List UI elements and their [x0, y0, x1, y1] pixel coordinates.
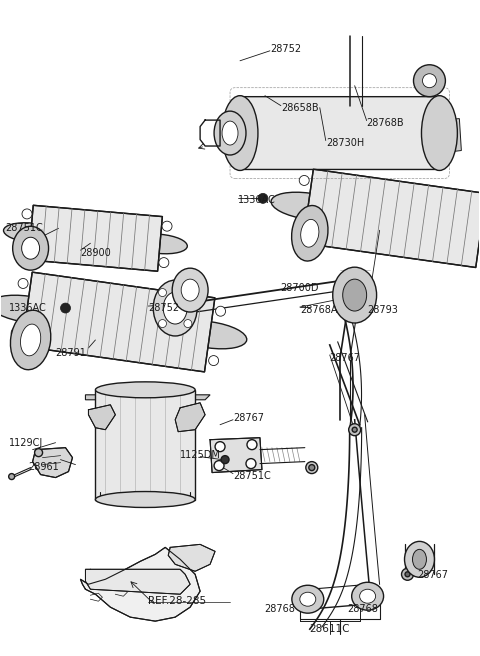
Ellipse shape [216, 306, 226, 316]
Ellipse shape [221, 456, 229, 464]
Ellipse shape [246, 459, 256, 468]
Polygon shape [85, 569, 190, 594]
Ellipse shape [158, 289, 167, 297]
Ellipse shape [309, 464, 315, 470]
Ellipse shape [222, 96, 258, 171]
Ellipse shape [209, 356, 218, 365]
Text: 28768: 28768 [264, 604, 295, 614]
Text: 28730H: 28730H [326, 138, 364, 148]
Text: 28768A: 28768A [300, 305, 337, 315]
Ellipse shape [214, 461, 224, 470]
Ellipse shape [153, 280, 197, 336]
Ellipse shape [258, 194, 268, 203]
Ellipse shape [215, 441, 225, 451]
Ellipse shape [343, 279, 367, 311]
Ellipse shape [3, 223, 58, 243]
Text: 28752: 28752 [148, 303, 180, 313]
Ellipse shape [163, 292, 187, 324]
FancyBboxPatch shape [96, 390, 195, 499]
Ellipse shape [352, 583, 384, 610]
Ellipse shape [22, 237, 39, 259]
Ellipse shape [444, 216, 480, 245]
Ellipse shape [158, 319, 167, 327]
Ellipse shape [405, 541, 434, 577]
Text: 28611C: 28611C [310, 624, 350, 634]
Polygon shape [81, 547, 200, 621]
Polygon shape [33, 447, 72, 478]
Text: 1336AC: 1336AC [9, 303, 47, 313]
Ellipse shape [184, 319, 192, 327]
Text: 1129CJ: 1129CJ [9, 438, 43, 447]
Ellipse shape [405, 572, 410, 577]
Ellipse shape [348, 424, 360, 436]
Ellipse shape [11, 310, 51, 370]
Ellipse shape [60, 303, 71, 313]
Polygon shape [88, 405, 115, 430]
Ellipse shape [360, 589, 376, 604]
Polygon shape [22, 272, 215, 372]
Ellipse shape [402, 568, 413, 581]
Text: 28767: 28767 [418, 570, 448, 581]
Text: 28791: 28791 [56, 348, 86, 358]
Text: 28793: 28793 [368, 305, 398, 315]
Polygon shape [85, 395, 210, 400]
Ellipse shape [292, 585, 324, 613]
Ellipse shape [21, 324, 41, 356]
Polygon shape [210, 438, 262, 472]
Text: 28900: 28900 [81, 248, 111, 258]
Ellipse shape [132, 234, 187, 254]
Ellipse shape [271, 192, 345, 220]
Ellipse shape [162, 221, 172, 231]
Ellipse shape [214, 111, 246, 155]
Text: 28768B: 28768B [367, 117, 404, 128]
Text: 28658B: 28658B [281, 102, 319, 113]
Ellipse shape [300, 219, 319, 247]
Ellipse shape [412, 549, 426, 569]
Ellipse shape [159, 258, 169, 268]
Ellipse shape [292, 225, 302, 235]
Text: 28751C: 28751C [233, 470, 271, 481]
Ellipse shape [184, 289, 192, 297]
Polygon shape [168, 544, 215, 571]
Ellipse shape [96, 491, 195, 508]
Ellipse shape [35, 449, 43, 457]
Ellipse shape [292, 205, 328, 261]
Polygon shape [28, 205, 162, 271]
Text: 1336AC: 1336AC [238, 195, 276, 205]
Ellipse shape [300, 592, 316, 606]
FancyBboxPatch shape [236, 96, 444, 169]
Ellipse shape [18, 278, 28, 289]
Ellipse shape [247, 440, 257, 449]
Polygon shape [175, 403, 205, 432]
Text: 28768: 28768 [348, 604, 379, 614]
Ellipse shape [333, 267, 377, 323]
Ellipse shape [9, 474, 15, 480]
Ellipse shape [22, 209, 32, 219]
Ellipse shape [173, 321, 247, 349]
Ellipse shape [181, 279, 199, 301]
Text: 28767: 28767 [330, 353, 361, 363]
Ellipse shape [12, 226, 48, 270]
Text: 28767: 28767 [233, 413, 264, 422]
Text: 1125DM: 1125DM [180, 449, 221, 460]
Ellipse shape [96, 382, 195, 398]
Text: REF.28-285: REF.28-285 [148, 596, 206, 606]
Ellipse shape [422, 73, 436, 88]
Polygon shape [303, 169, 480, 268]
Ellipse shape [421, 96, 457, 171]
Ellipse shape [306, 462, 318, 474]
Text: 28961: 28961 [29, 462, 60, 472]
Ellipse shape [172, 268, 208, 312]
Ellipse shape [11, 328, 21, 338]
Polygon shape [434, 119, 461, 152]
Text: 28752: 28752 [270, 44, 301, 54]
Ellipse shape [222, 121, 238, 145]
Ellipse shape [413, 65, 445, 96]
Ellipse shape [0, 295, 64, 323]
Ellipse shape [19, 245, 29, 255]
Ellipse shape [299, 175, 309, 186]
Text: 28751C: 28751C [6, 223, 43, 234]
Text: 28700D: 28700D [280, 283, 318, 293]
Ellipse shape [352, 427, 357, 432]
